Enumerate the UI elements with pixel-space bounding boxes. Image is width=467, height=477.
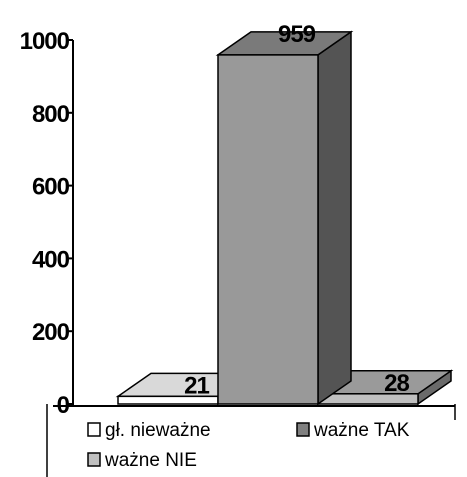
legend-swatch: [87, 422, 101, 437]
y-tick-label: 800: [32, 101, 70, 128]
y-tick-label: 1000: [20, 28, 70, 55]
y-tick-label: 600: [32, 174, 70, 201]
legend-item: ważne TAK: [296, 420, 410, 441]
legend-label: ważne NIE: [104, 450, 197, 471]
bar: [215, 30, 354, 406]
legend-item: ważne NIE: [87, 450, 197, 471]
legend-label: gł. nieważne: [105, 420, 211, 441]
data-label: 28: [384, 370, 409, 397]
bars: [115, 30, 454, 406]
y-axis: 0 200 400 600 800 1000: [20, 28, 455, 419]
y-tick-label: 0: [57, 392, 70, 419]
bar-front: [217, 54, 319, 405]
data-label: 21: [184, 372, 209, 399]
legend-item: gł. nieważne: [87, 420, 211, 441]
data-labels: 21 959 28: [184, 21, 410, 399]
data-label: 959: [278, 21, 316, 48]
legend-swatch: [296, 422, 310, 437]
legend: gł. nieważne ważne TAK ważne NIE: [46, 404, 456, 477]
y-tick-label: 200: [32, 319, 70, 346]
legend-label: ważne TAK: [313, 420, 410, 441]
y-tick-label: 400: [32, 246, 70, 273]
bar-side: [317, 30, 352, 406]
legend-swatch: [87, 452, 101, 467]
